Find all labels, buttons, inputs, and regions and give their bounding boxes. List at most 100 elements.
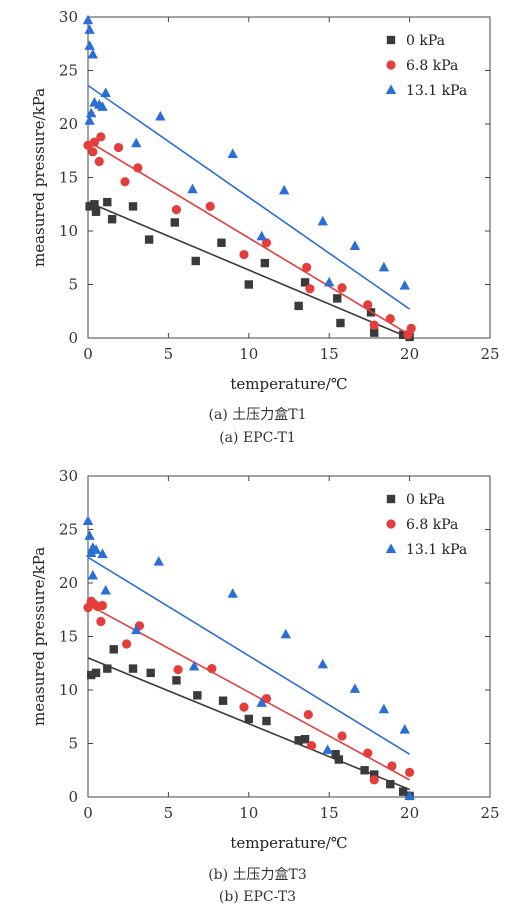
data-point-series-1 <box>113 142 124 153</box>
data-point-series-0 <box>193 691 202 700</box>
data-point-series-1 <box>121 639 132 649</box>
data-point-series-1 <box>97 600 108 611</box>
data-point-series-2 <box>84 530 95 540</box>
data-point-series-1 <box>363 748 373 758</box>
data-point-series-0 <box>87 670 96 680</box>
y-tick-label: 0 <box>68 788 78 806</box>
y-tick-label: 20 <box>59 574 78 592</box>
data-point-series-0 <box>103 664 112 673</box>
y-tick-label: 30 <box>59 8 78 26</box>
data-point-series-2 <box>84 40 95 50</box>
data-point-series-1 <box>96 132 106 142</box>
data-point-series-1 <box>205 201 215 211</box>
data-point-series-2 <box>256 697 267 707</box>
fit-line-series-0 <box>87 657 410 791</box>
x-axis-label: temperature/℃ <box>230 375 347 393</box>
data-point-series-1 <box>385 314 395 324</box>
data-point-series-2 <box>155 110 166 121</box>
data-point-series-1 <box>261 693 272 704</box>
y-tick-label: 15 <box>59 628 78 646</box>
data-point-series-1 <box>337 283 347 293</box>
data-point-series-0 <box>91 668 101 678</box>
x-tick-label: 20 <box>400 345 419 363</box>
data-point-series-2 <box>378 703 390 714</box>
data-point-series-2 <box>90 544 102 554</box>
data-point-series-1 <box>302 262 312 272</box>
y-tick-label: 5 <box>68 735 78 753</box>
data-point-series-1 <box>369 320 379 330</box>
legend-label-0: 0 kPa <box>406 492 445 508</box>
fit-line-series-2 <box>87 84 411 310</box>
y-tick-label: 25 <box>59 521 78 539</box>
data-point-series-1 <box>94 156 104 167</box>
data-point-series-1 <box>173 665 183 675</box>
data-point-series-1 <box>88 147 98 157</box>
data-point-series-2 <box>317 658 328 669</box>
y-tick-label: 0 <box>68 329 78 347</box>
data-point-series-2 <box>87 569 99 580</box>
data-point-series-1 <box>133 163 143 173</box>
data-point-series-0 <box>128 202 138 211</box>
legend-label-2: 13.1 kPa <box>406 83 467 99</box>
data-point-series-0 <box>294 736 303 745</box>
x-tick-label: 20 <box>400 804 419 822</box>
y-tick-label: 5 <box>68 276 78 294</box>
data-point-series-2 <box>86 547 97 558</box>
data-point-series-2 <box>187 183 198 194</box>
data-point-series-0 <box>398 787 408 796</box>
data-point-series-1 <box>89 137 100 147</box>
data-point-series-2 <box>227 588 238 598</box>
data-point-series-0 <box>244 280 253 289</box>
data-point-series-2 <box>86 107 97 118</box>
data-point-series-0 <box>128 664 138 673</box>
data-point-series-2 <box>82 515 94 525</box>
legend-marker-2 <box>385 543 397 553</box>
legend-marker-1 <box>386 60 396 70</box>
data-point-series-0 <box>170 218 180 227</box>
data-point-series-1 <box>406 323 416 333</box>
chart-panel-a: 0 5 10 15 20 25 0 5 10 15 20 25 30 temperature/℃ measu… <box>30 8 500 393</box>
data-point-series-1 <box>96 616 106 627</box>
data-point-series-2 <box>84 24 95 34</box>
data-point-series-0 <box>144 235 154 244</box>
data-point-series-2 <box>317 215 328 226</box>
data-point-series-0 <box>336 318 345 328</box>
data-point-series-2 <box>349 240 361 250</box>
data-point-series-2 <box>97 548 108 559</box>
x-tick-label: 0 <box>83 345 93 363</box>
data-point-series-0 <box>370 328 379 337</box>
data-point-series-2 <box>100 87 111 97</box>
data-point-series-0 <box>218 696 228 705</box>
data-point-series-0 <box>360 766 369 775</box>
x-axis-label: temperature/℃ <box>230 834 347 852</box>
data-point-series-2 <box>82 14 94 25</box>
caption-en-a: (a) EPC-T1 <box>219 430 296 446</box>
data-point-series-0 <box>107 215 117 224</box>
caption-cn-b: (b) 土压力盒T3 <box>208 867 307 883</box>
legend-label-1: 6.8 kPa <box>406 58 458 74</box>
data-point-series-2 <box>378 261 390 272</box>
data-point-series-1 <box>337 731 347 741</box>
fit-line-series-1 <box>87 140 411 336</box>
x-tick-label: 5 <box>164 804 174 822</box>
data-point-series-2 <box>399 723 410 734</box>
data-point-series-0 <box>191 256 200 266</box>
fit-line-series-1 <box>87 603 410 781</box>
legend-marker-1 <box>386 519 396 529</box>
data-point-series-1 <box>405 767 415 777</box>
y-tick-label: 25 <box>59 62 78 80</box>
data-point-series-0 <box>103 197 112 207</box>
caption-cn-a: (a) 土压力盒T1 <box>208 407 307 423</box>
legend-marker-2 <box>385 84 397 94</box>
data-point-series-1 <box>305 284 315 294</box>
data-point-series-2 <box>100 584 111 595</box>
x-tick-label: 25 <box>480 345 499 363</box>
data-point-series-2 <box>349 683 361 693</box>
x-tick-label: 25 <box>480 804 499 822</box>
data-point-series-1 <box>171 205 182 215</box>
data-point-series-2 <box>131 624 142 635</box>
data-point-series-1 <box>239 249 249 260</box>
legend-label-1: 6.8 kPa <box>406 517 458 533</box>
chart-panel-b: 0 5 10 15 20 25 0 5 10 15 20 25 30 temperature/℃ measu… <box>30 467 500 852</box>
